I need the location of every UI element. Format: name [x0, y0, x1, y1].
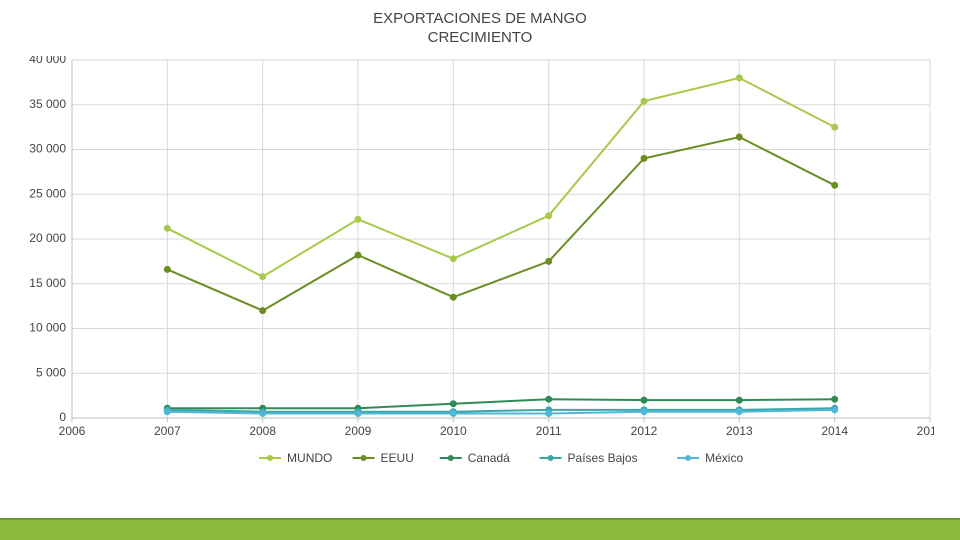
series-marker	[832, 124, 838, 130]
series-line	[167, 399, 834, 408]
xtick-label: 2008	[249, 424, 276, 438]
series-marker	[164, 225, 170, 231]
series-line	[167, 78, 834, 277]
chart-container: 0 5 000 10 000 15 000 20 000 25 000 30 000 35 0…	[24, 56, 934, 476]
series-marker	[546, 258, 552, 264]
legend-label: México	[705, 451, 743, 465]
legend-swatch-marker	[685, 455, 691, 461]
line-chart: 0 5 000 10 000 15 000 20 000 25 000 30 000 35 0…	[24, 56, 934, 476]
series-marker	[736, 397, 742, 403]
title-line-1: EXPORTACIONES DE MANGO	[373, 10, 587, 27]
chart-title: EXPORTACIONES DE MANGO CRECIMIENTO	[0, 10, 960, 48]
legend-swatch-marker	[448, 455, 454, 461]
ytick-label: 0	[59, 410, 66, 424]
series-line	[167, 137, 834, 311]
series-marker	[832, 182, 838, 188]
legend-label: MUNDO	[287, 451, 332, 465]
series-marker	[164, 266, 170, 272]
footer-accent-bar	[0, 518, 960, 540]
xtick-label: 2010	[440, 424, 467, 438]
xtick-label: 2012	[631, 424, 658, 438]
ytick-label: 40 000	[29, 56, 66, 66]
series-marker	[450, 411, 456, 417]
series-marker	[832, 396, 838, 402]
legend-swatch-marker	[361, 455, 367, 461]
legend-swatch-marker	[548, 455, 554, 461]
series-marker	[641, 397, 647, 403]
series-marker	[450, 401, 456, 407]
series-marker	[355, 411, 361, 417]
xtick-label: 2006	[59, 424, 86, 438]
slide: { "title_line1": "EXPORTACIONES DE MANGO…	[0, 0, 960, 540]
xtick-label: 2015	[917, 424, 934, 438]
ytick-label: 20 000	[29, 231, 66, 245]
series-marker	[736, 75, 742, 81]
ytick-label: 5 000	[36, 365, 66, 379]
xtick-label: 2014	[821, 424, 848, 438]
legend-label: EEUU	[381, 451, 414, 465]
series-marker	[641, 98, 647, 104]
ytick-label: 10 000	[29, 321, 66, 335]
series-marker	[736, 409, 742, 415]
ytick-label: 30 000	[29, 142, 66, 156]
series-marker	[641, 155, 647, 161]
series-marker	[546, 396, 552, 402]
series-marker	[355, 252, 361, 258]
series-marker	[260, 411, 266, 417]
series-marker	[450, 294, 456, 300]
ytick-label: 35 000	[29, 97, 66, 111]
series-marker	[450, 256, 456, 262]
ytick-label: 15 000	[29, 276, 66, 290]
xtick-label: 2011	[536, 424, 562, 438]
title-line-2: CRECIMIENTO	[428, 29, 533, 46]
series-marker	[546, 213, 552, 219]
series-marker	[736, 134, 742, 140]
series-marker	[832, 407, 838, 413]
legend-swatch-marker	[267, 455, 273, 461]
series-marker	[355, 216, 361, 222]
legend-label: Países Bajos	[568, 451, 638, 465]
xtick-label: 2009	[345, 424, 372, 438]
series-marker	[260, 274, 266, 280]
series-marker	[260, 308, 266, 314]
xtick-label: 2013	[726, 424, 753, 438]
xtick-label: 2007	[154, 424, 181, 438]
series-marker	[641, 409, 647, 415]
series-marker	[546, 411, 552, 417]
ytick-label: 25 000	[29, 186, 66, 200]
series-marker	[164, 409, 170, 415]
legend-label: Canadá	[468, 451, 510, 465]
